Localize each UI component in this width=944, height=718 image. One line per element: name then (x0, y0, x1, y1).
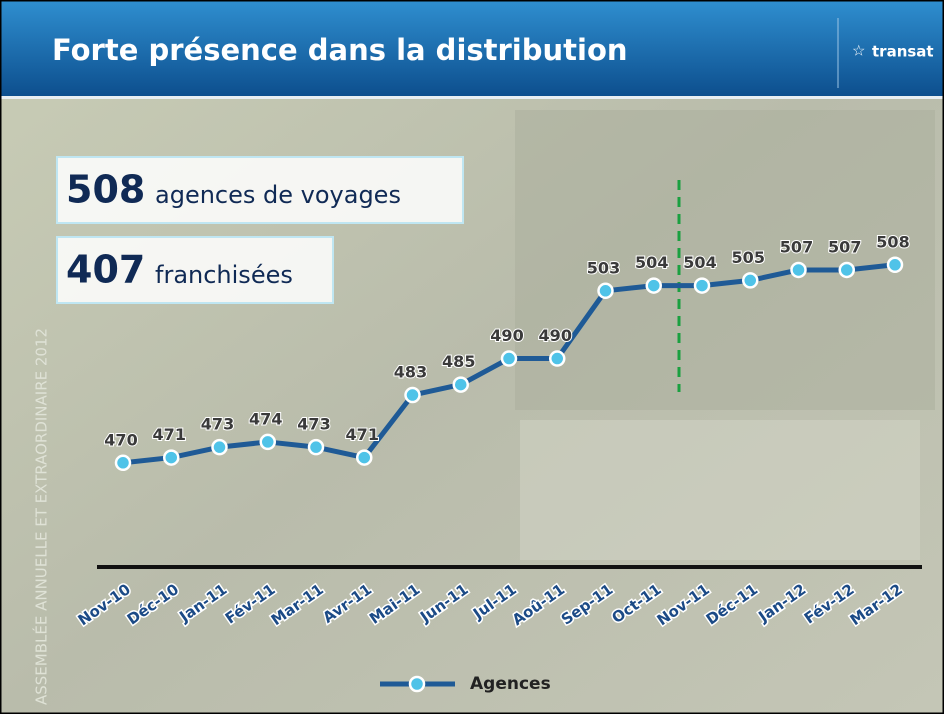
data-point (211, 438, 228, 456)
photo-area (520, 420, 920, 560)
data-point (742, 272, 759, 289)
data-point (790, 261, 807, 279)
callout-text: agences de voyages (155, 181, 401, 209)
data-point (645, 277, 662, 294)
data-point (404, 386, 421, 404)
data-point (307, 438, 325, 456)
data-point (452, 376, 469, 393)
legend-label: Agences (470, 674, 551, 694)
data-label: 485 (442, 352, 475, 371)
data-label: 505 (732, 248, 765, 267)
data-label: 483 (394, 363, 427, 382)
data-label: 504 (683, 253, 716, 272)
data-label: 471 (153, 425, 186, 444)
data-label: 503 (587, 258, 620, 277)
logo-star: ☆ (852, 42, 865, 60)
data-point (549, 350, 566, 367)
slide-title: Forte présence dans la distribution (52, 33, 628, 67)
data-label: 473 (297, 415, 330, 434)
watermark: ASSEMBLÉE ANNUELLE ET EXTRAORDINAIRE 201… (32, 328, 51, 705)
callout-box (56, 156, 464, 224)
data-point (500, 350, 518, 367)
data-label: 490 (490, 326, 523, 345)
header-band (0, 0, 944, 96)
data-label: 504 (635, 253, 668, 272)
callout-number: 508 (66, 168, 145, 212)
logo: transat (872, 43, 934, 61)
photo-area (515, 110, 935, 410)
header-rule (0, 96, 944, 99)
callout-box (56, 236, 334, 304)
data-point (259, 433, 276, 451)
callout-text: franchisées (155, 261, 293, 289)
data-point (114, 454, 132, 472)
data-label: 508 (876, 232, 909, 251)
legend-marker (408, 675, 426, 693)
data-label: 470 (104, 430, 137, 449)
data-point (838, 261, 855, 279)
data-point (693, 277, 711, 294)
data-label: 507 (780, 237, 813, 256)
data-point (597, 282, 614, 300)
data-label: 474 (249, 409, 282, 428)
data-label: 471 (346, 425, 379, 444)
data-point (163, 449, 180, 466)
data-point (886, 256, 904, 274)
callout-number: 407 (66, 248, 145, 292)
data-label: 490 (539, 326, 572, 345)
data-point (356, 449, 373, 466)
data-label: 473 (201, 415, 234, 434)
data-label: 507 (828, 237, 861, 256)
